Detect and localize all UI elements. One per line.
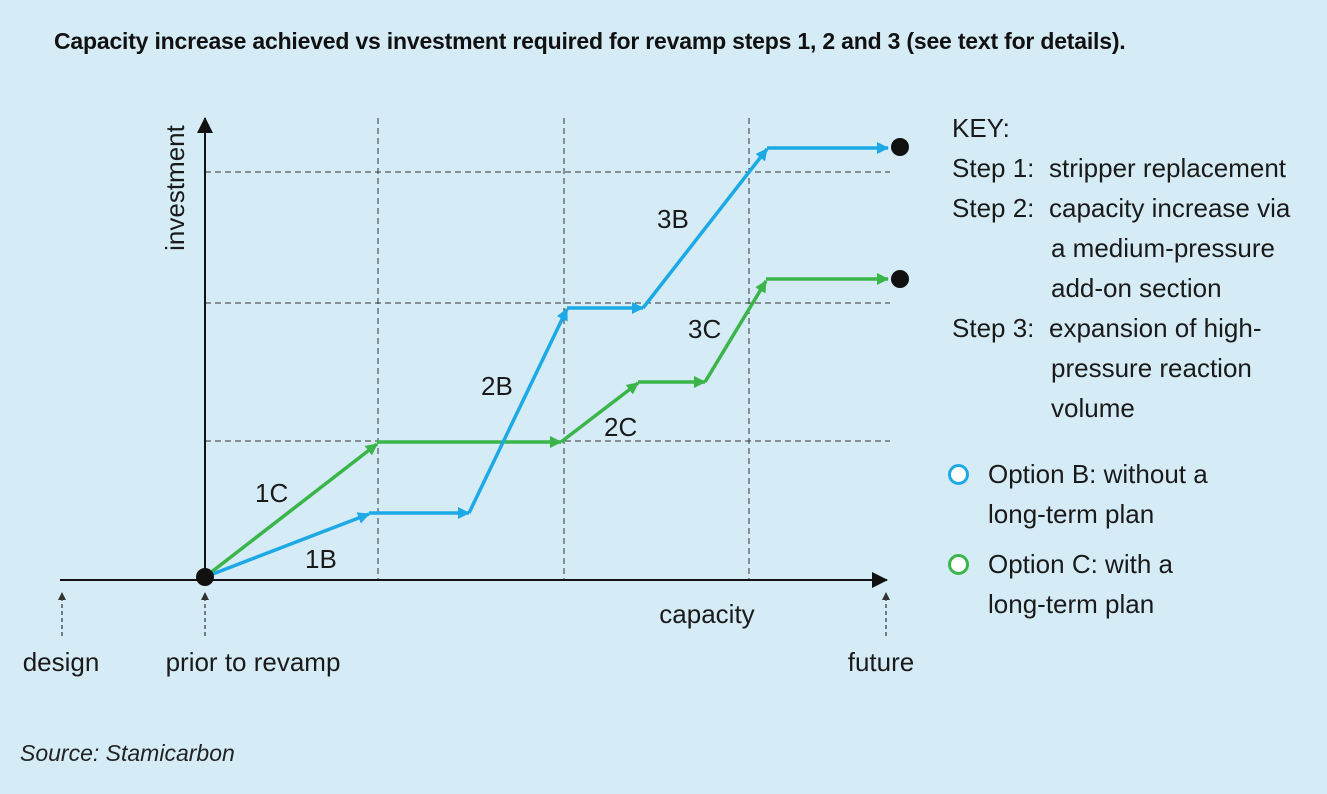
label-3b: 3B [657,204,689,234]
label-2b: 2B [481,371,513,401]
key-step2-line1: capacity increase via [1049,193,1291,223]
key-step1-prefix: Step 1: [952,153,1035,183]
option-b-legend-icon [948,464,969,485]
prior-to-revamp-label: prior to revamp [166,647,341,677]
option-b-path [204,142,889,579]
label-3c: 3C [688,314,721,344]
label-2c: 2C [604,412,637,442]
marker-arrows [58,592,890,636]
option-c-end-dot [891,270,909,288]
key-option-b-line2: long-term plan [988,499,1155,529]
future-label: future [848,647,915,677]
figure-title: Capacity increase achieved vs investment… [54,28,1126,54]
option-b-end-dot [891,138,909,156]
option-c-step3 [703,280,768,383]
key-option-b-line1: Option B: without a [988,459,1208,489]
option-c-step2 [559,381,640,444]
key-step3-prefix: Step 3: [952,313,1035,343]
option-b-step3 [641,147,769,310]
label-1c: 1C [255,478,288,508]
y-axis-label: investment [160,124,190,250]
origin-dot [196,568,214,586]
source-note: Source: Stamicarbon [20,740,235,766]
option-c-path [203,273,889,579]
option-c-legend-icon [948,554,969,575]
key-step3-line3: volume [1051,393,1135,423]
label-1b: 1B [305,544,337,574]
key-step1-text: stripper replacement [1049,153,1286,183]
key-option-c-line2: long-term plan [988,589,1155,619]
design-label: design [23,647,100,677]
option-b-step1 [204,512,370,579]
option-b-step2 [467,308,569,514]
key-heading: KEY: [952,113,1010,143]
key-step2-line3: add-on section [1051,273,1222,303]
key-step2-line2: a medium-pressure [1051,233,1275,263]
option-c-step1 [203,442,379,579]
x-axis-label: capacity [659,599,754,629]
key-step2-prefix: Step 2: [952,193,1035,223]
key-step3-line1: expansion of high- [1049,313,1262,343]
key-step3-line2: pressure reaction [1051,353,1252,383]
key-option-c-line1: Option C: with a [988,549,1173,579]
